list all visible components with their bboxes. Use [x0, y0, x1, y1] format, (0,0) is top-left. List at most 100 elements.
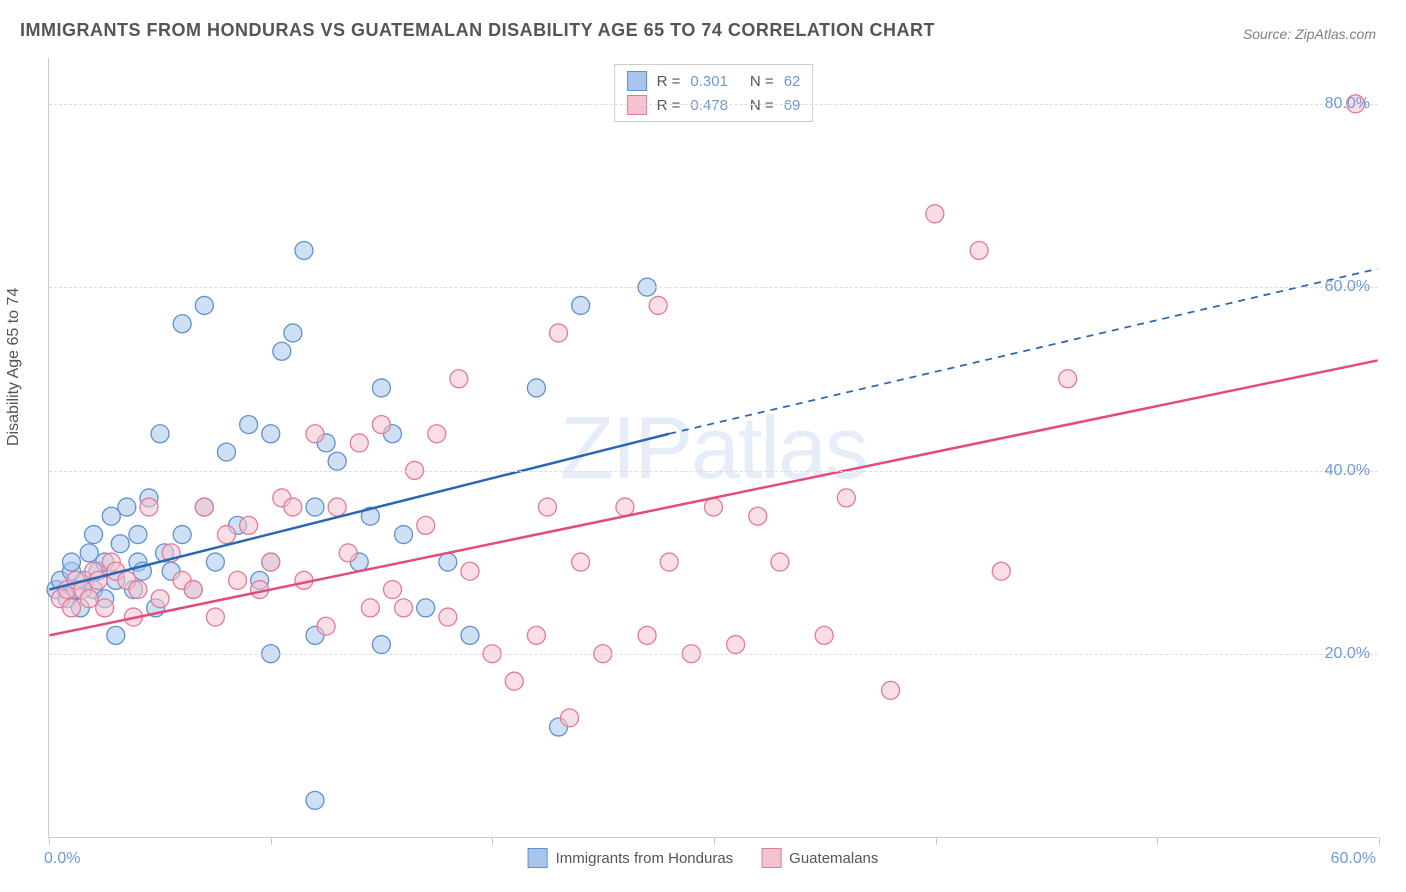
chart-plot-area: ZIPatlas R = 0.301 N = 62 R = 0.478 N = …: [48, 58, 1378, 838]
data-point: [372, 379, 390, 397]
x-tick: [714, 837, 715, 845]
data-point: [195, 498, 213, 516]
data-point: [107, 626, 125, 644]
y-tick-label: 20.0%: [1325, 645, 1370, 663]
data-point: [195, 296, 213, 314]
data-point: [217, 443, 235, 461]
data-point: [970, 241, 988, 259]
data-point: [129, 526, 147, 544]
data-point: [63, 599, 81, 617]
scatter-svg: [49, 58, 1378, 837]
legend-swatch: [761, 848, 781, 868]
data-point: [273, 342, 291, 360]
gridline: [49, 287, 1378, 288]
data-point: [771, 553, 789, 571]
data-point: [284, 498, 302, 516]
data-point: [705, 498, 723, 516]
data-point: [118, 498, 136, 516]
data-point: [439, 553, 457, 571]
data-point: [262, 425, 280, 443]
data-point: [538, 498, 556, 516]
data-point: [616, 498, 634, 516]
chart-title: IMMIGRANTS FROM HONDURAS VS GUATEMALAN D…: [20, 20, 935, 41]
data-point: [284, 324, 302, 342]
data-point: [550, 324, 568, 342]
data-point: [926, 205, 944, 223]
source-attribution: Source: ZipAtlas.com: [1243, 26, 1376, 42]
data-point: [649, 296, 667, 314]
data-point: [96, 599, 114, 617]
data-point: [184, 581, 202, 599]
data-point: [417, 516, 435, 534]
data-point: [317, 617, 335, 635]
data-point: [240, 516, 258, 534]
data-point: [217, 526, 235, 544]
data-point: [417, 599, 435, 617]
data-point: [129, 581, 147, 599]
data-point: [89, 571, 107, 589]
legend-item: Guatemalans: [761, 848, 878, 868]
data-point: [111, 535, 129, 553]
y-tick-label: 80.0%: [1325, 95, 1370, 113]
data-point: [80, 544, 98, 562]
y-tick-label: 40.0%: [1325, 462, 1370, 480]
y-axis-label: Disability Age 65 to 74: [5, 288, 23, 446]
x-tick: [1157, 837, 1158, 845]
data-point: [395, 599, 413, 617]
data-point: [295, 241, 313, 259]
data-point: [328, 452, 346, 470]
data-point: [229, 571, 247, 589]
series-legend: Immigrants from Honduras Guatemalans: [528, 848, 879, 868]
data-point: [372, 636, 390, 654]
data-point: [837, 489, 855, 507]
data-point: [815, 626, 833, 644]
data-point: [173, 526, 191, 544]
x-tick: [49, 837, 50, 845]
data-point: [727, 636, 745, 654]
legend-label: Guatemalans: [789, 850, 878, 867]
data-point: [206, 553, 224, 571]
trend-line: [49, 360, 1377, 635]
data-point: [527, 379, 545, 397]
data-point: [151, 590, 169, 608]
data-point: [572, 296, 590, 314]
data-point: [339, 544, 357, 562]
gridline: [49, 471, 1378, 472]
legend-swatch: [528, 848, 548, 868]
data-point: [262, 553, 280, 571]
data-point: [240, 416, 258, 434]
data-point: [102, 507, 120, 525]
data-point: [527, 626, 545, 644]
data-point: [140, 498, 158, 516]
data-point: [372, 416, 390, 434]
data-point: [206, 608, 224, 626]
gridline: [49, 104, 1378, 105]
data-point: [638, 626, 656, 644]
data-point: [395, 526, 413, 544]
data-point: [306, 425, 324, 443]
x-tick-label: 0.0%: [44, 850, 80, 868]
x-tick-label: 60.0%: [1331, 850, 1376, 868]
data-point: [85, 526, 103, 544]
data-point: [80, 590, 98, 608]
x-tick: [1379, 837, 1380, 845]
data-point: [384, 581, 402, 599]
x-tick: [271, 837, 272, 845]
data-point: [439, 608, 457, 626]
trend-line-extrapolated: [669, 269, 1377, 434]
data-point: [361, 599, 379, 617]
data-point: [992, 562, 1010, 580]
data-point: [306, 791, 324, 809]
data-point: [306, 498, 324, 516]
x-tick: [492, 837, 493, 845]
gridline: [49, 654, 1378, 655]
data-point: [1059, 370, 1077, 388]
data-point: [749, 507, 767, 525]
data-point: [882, 681, 900, 699]
data-point: [151, 425, 169, 443]
legend-label: Immigrants from Honduras: [556, 850, 734, 867]
data-point: [461, 562, 479, 580]
data-point: [173, 315, 191, 333]
data-point: [572, 553, 590, 571]
data-point: [505, 672, 523, 690]
